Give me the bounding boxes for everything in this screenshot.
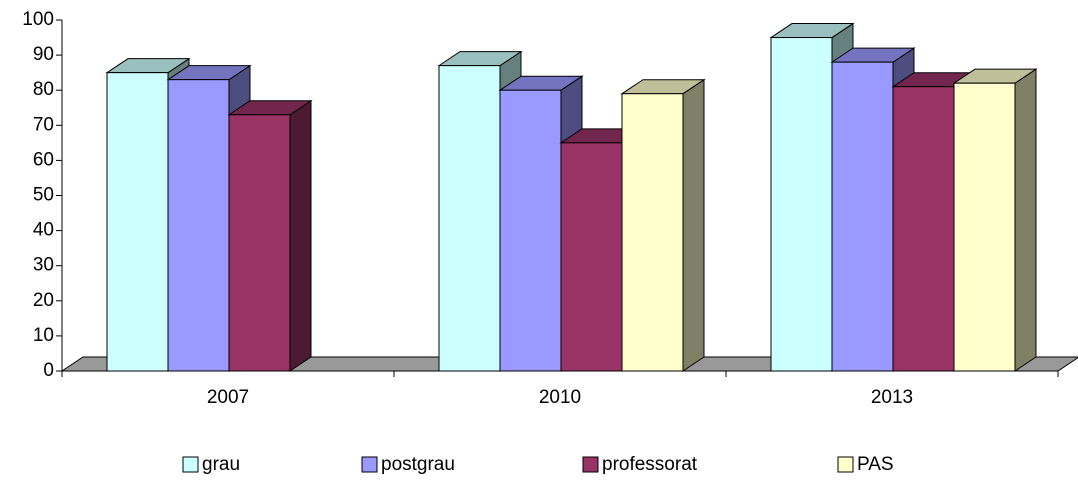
bar-side	[682, 78, 705, 372]
y-tick-label: 30	[33, 255, 54, 276]
bar-front	[106, 72, 169, 372]
bar-front	[228, 114, 291, 372]
legend-swatch	[361, 456, 378, 473]
bar-front	[499, 89, 562, 372]
bar	[227, 99, 313, 372]
y-tick-label: 90	[33, 44, 54, 65]
y-tick-label: 80	[33, 79, 54, 100]
bar-front	[167, 79, 230, 372]
y-tick-label: 0	[43, 360, 54, 381]
x-tick-label: 2013	[871, 387, 913, 408]
y-tick-label: 10	[33, 325, 54, 346]
legend-swatch	[582, 456, 599, 473]
legend-swatch	[182, 456, 199, 473]
y-tick-label: 20	[33, 290, 54, 311]
x-tick-label: 2010	[539, 387, 581, 408]
bar	[620, 78, 706, 372]
bar-front	[560, 142, 623, 372]
y-tick-label: 100	[22, 9, 54, 30]
bar-front	[438, 65, 501, 372]
bar-front	[831, 61, 894, 372]
y-tick-label: 60	[33, 149, 54, 170]
bar	[952, 68, 1038, 372]
y-tick-label: 40	[33, 220, 54, 241]
bar-front	[892, 86, 955, 372]
x-tick-label: 2007	[207, 387, 249, 408]
legend-label: grau	[202, 454, 240, 475]
legend-label: postgrau	[381, 454, 455, 475]
legend-label: PAS	[857, 454, 894, 475]
legend-label: professorat	[602, 454, 698, 475]
bar-side	[289, 99, 312, 372]
y-tick-label: 50	[33, 185, 54, 206]
y-tick-label: 70	[33, 114, 54, 135]
legend-swatch	[837, 456, 854, 473]
bar-front	[953, 82, 1016, 372]
bar-side	[1014, 68, 1037, 372]
bar-front	[770, 37, 833, 372]
bar-front	[621, 93, 684, 372]
